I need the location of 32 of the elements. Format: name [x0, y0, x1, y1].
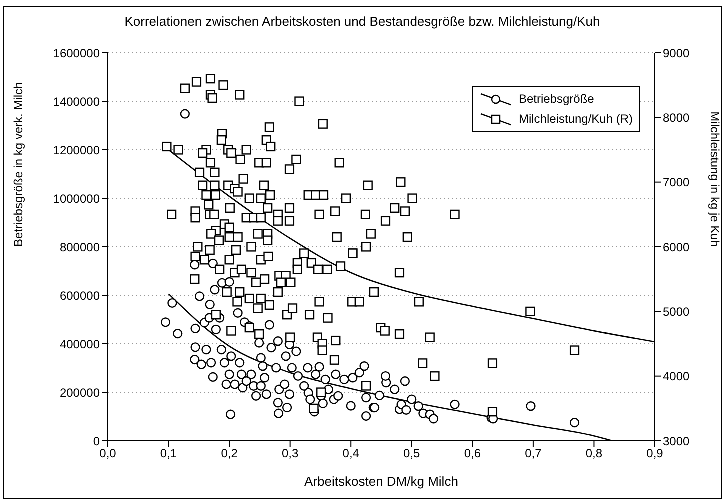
x-axis-title: Arbeitskosten DM/kg Milch: [304, 474, 458, 489]
x-tick-label: 0,1: [160, 446, 178, 461]
y-tick-label: 200000: [60, 386, 100, 400]
x-tick-label: 0,4: [342, 446, 360, 461]
y2-axis-title: Milchleistung in kg je Kuh: [708, 112, 722, 247]
y-tick-label: 800000: [60, 240, 100, 254]
y2-tick-label: 4000: [663, 370, 690, 384]
x-tick-label: 0,6: [464, 446, 482, 461]
x-tick-label: 0,9: [646, 446, 664, 461]
x-tick-label: 0,5: [404, 446, 421, 461]
y2-tick-label: 9000: [663, 46, 690, 60]
y2-tick-label: 8000: [663, 110, 690, 125]
y-tick-label: 1000000: [53, 192, 100, 206]
y2-tick-label: 5000: [663, 304, 690, 319]
y-tick-label: 600000: [60, 288, 100, 303]
legend-label: Betriebsgröße: [518, 92, 594, 106]
y-tick-label: 0: [93, 434, 100, 448]
x-tick-label: 0,0: [100, 446, 117, 461]
chart-title: Korrelationen zwischen Arbeitskosten und Bestandesgröße bzw. Milchleistung/Kuh: [124, 14, 602, 29]
y2-tick-label: 3000: [663, 434, 690, 448]
y-tick-label: 400000: [60, 337, 100, 352]
y2-tick-label: 7000: [663, 176, 690, 190]
y-tick-label: 1600000: [53, 46, 100, 60]
x-tick-label: 0,3: [282, 446, 299, 461]
legend-label: Milchleistung/Kuh (R): [518, 112, 633, 126]
x-tick-label: 0,8: [586, 446, 603, 461]
y2-tick-label: 6000: [663, 240, 690, 254]
x-tick-label: 0,2: [221, 446, 238, 461]
y-tick-label: 1200000: [53, 143, 100, 158]
y-tick-label: 1400000: [53, 94, 100, 109]
y-axis-title: Betriebsgröße in kg verk. Milch: [11, 82, 26, 247]
x-tick-label: 0,7: [525, 446, 542, 461]
